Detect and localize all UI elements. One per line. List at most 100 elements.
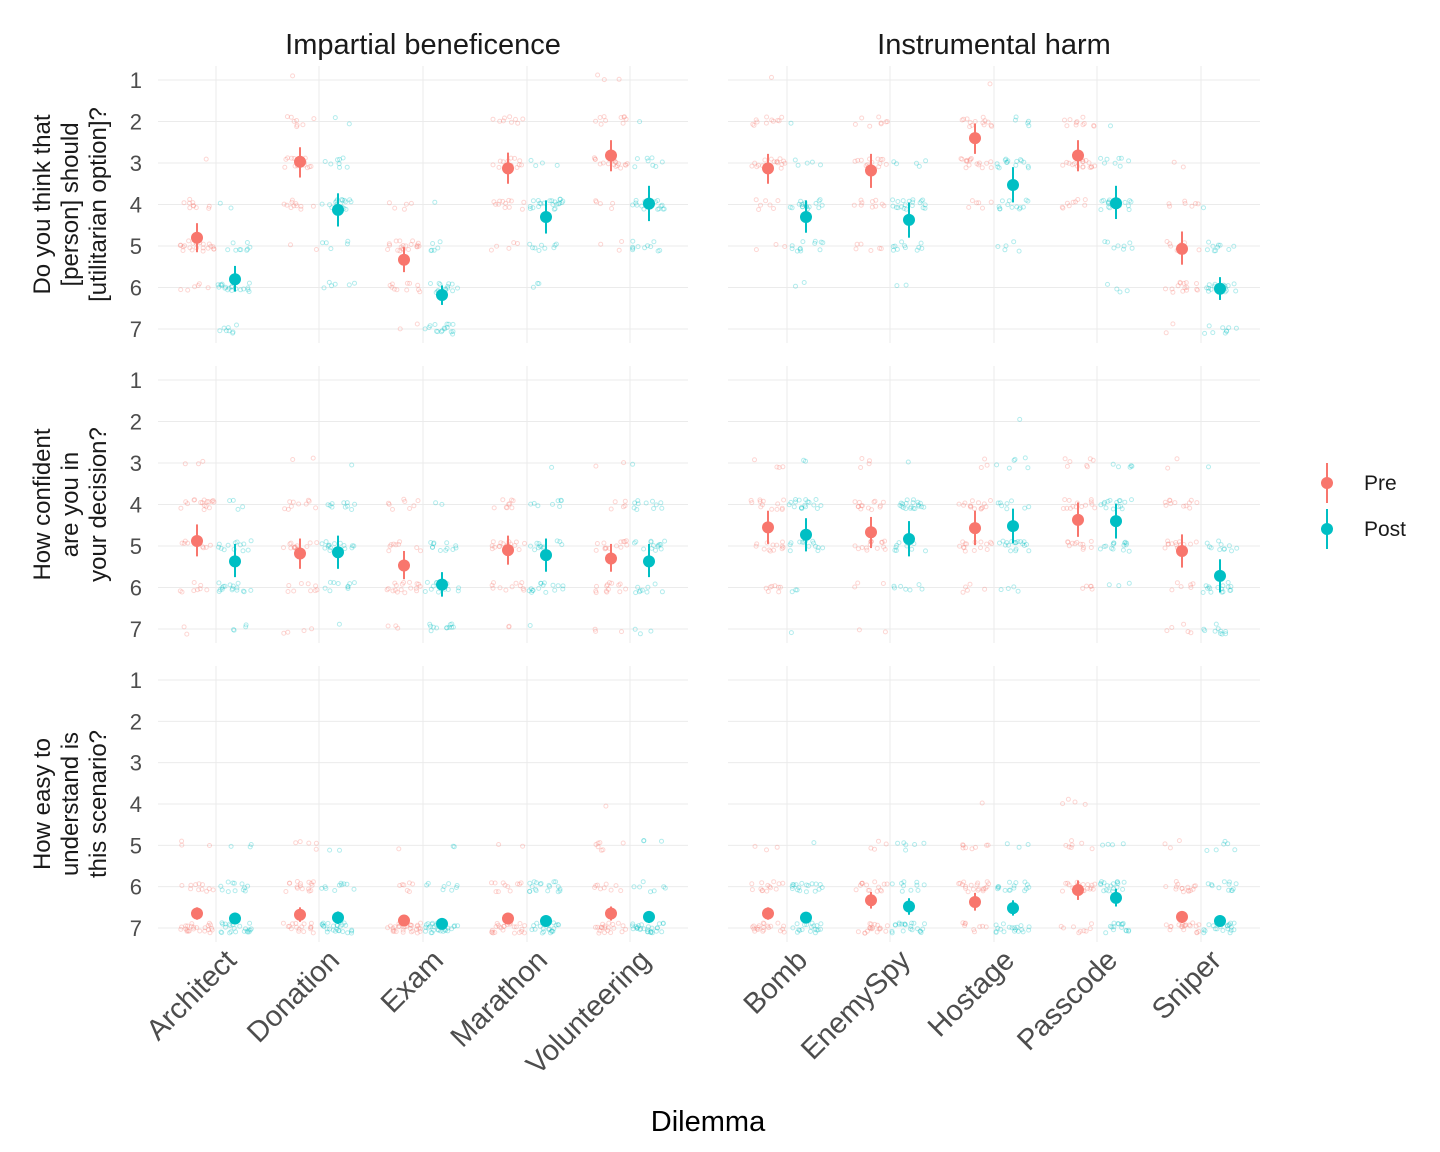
- raw-response-point: [1102, 499, 1108, 505]
- raw-response-point: [410, 238, 416, 244]
- raw-response-point: [520, 116, 526, 122]
- raw-response-point: [431, 927, 436, 933]
- raw-response-point: [1011, 584, 1017, 590]
- raw-response-point: [1128, 463, 1134, 469]
- raw-response-point: [1022, 879, 1028, 885]
- raw-response-point: [1224, 923, 1230, 929]
- raw-response-point: [207, 843, 212, 848]
- raw-response-point: [506, 623, 512, 629]
- raw-response-point: [852, 584, 858, 590]
- raw-response-point: [749, 163, 755, 169]
- raw-response-point: [1060, 205, 1066, 211]
- raw-response-point: [191, 497, 197, 503]
- raw-response-point: [538, 881, 544, 886]
- raw-response-point: [908, 505, 913, 511]
- raw-response-point: [558, 497, 564, 503]
- raw-response-point: [1196, 922, 1202, 928]
- raw-response-point: [219, 281, 225, 287]
- raw-response-point: [538, 544, 544, 550]
- raw-response-point: [619, 239, 625, 244]
- raw-response-point: [915, 502, 921, 508]
- mean-point: [1214, 282, 1226, 295]
- row-label-line: are you in: [57, 452, 84, 557]
- raw-response-point: [1112, 160, 1118, 166]
- raw-response-point: [608, 930, 614, 936]
- raw-response-point: [617, 589, 623, 595]
- raw-response-point: [1190, 886, 1196, 892]
- raw-response-point: [1194, 286, 1200, 292]
- raw-response-point: [187, 196, 193, 202]
- raw-response-point: [799, 202, 805, 208]
- raw-response-point: [864, 882, 870, 888]
- raw-response-point: [407, 506, 413, 511]
- raw-response-point: [1012, 117, 1018, 123]
- raw-response-point: [972, 506, 977, 512]
- raw-response-point: [326, 542, 332, 548]
- summary-marks: [191, 123, 1226, 930]
- raw-response-point: [414, 588, 420, 594]
- raw-response-point: [1193, 201, 1198, 206]
- raw-response-point: [294, 924, 299, 930]
- raw-response-point: [1162, 545, 1168, 551]
- raw-response-point: [238, 247, 244, 253]
- raw-response-point: [641, 926, 647, 932]
- raw-response-point: [393, 542, 399, 548]
- raw-response-point: [515, 120, 521, 126]
- mean-point: [762, 162, 774, 175]
- raw-response-point: [1189, 203, 1195, 209]
- raw-response-point: [621, 539, 626, 544]
- raw-response-point: [1177, 279, 1183, 285]
- y-tick-label: 1: [130, 68, 142, 93]
- raw-response-point: [962, 923, 968, 929]
- raw-response-point: [793, 882, 799, 888]
- raw-response-point: [1086, 160, 1092, 166]
- raw-response-point: [1088, 497, 1094, 503]
- raw-response-point: [775, 160, 781, 166]
- raw-response-point: [1104, 156, 1110, 162]
- raw-response-point: [909, 920, 915, 926]
- raw-response-point: [230, 330, 236, 336]
- raw-response-point: [177, 588, 183, 594]
- raw-response-point: [994, 462, 1000, 468]
- raw-response-point: [305, 497, 311, 503]
- raw-response-point: [1089, 846, 1095, 852]
- raw-response-point: [288, 503, 294, 509]
- raw-response-point: [984, 160, 990, 166]
- raw-response-point: [1026, 123, 1032, 129]
- raw-response-point: [230, 880, 236, 886]
- raw-response-point: [1099, 198, 1105, 204]
- raw-response-point: [225, 247, 231, 253]
- raw-response-point: [308, 588, 314, 594]
- raw-response-point: [889, 881, 895, 887]
- raw-response-point: [749, 887, 755, 893]
- raw-response-point: [996, 885, 1002, 891]
- raw-response-point: [1004, 540, 1010, 546]
- raw-response-point: [351, 580, 357, 586]
- raw-response-point: [1011, 239, 1017, 245]
- raw-response-point: [1226, 921, 1232, 927]
- raw-response-point: [397, 883, 403, 888]
- raw-response-point: [537, 923, 543, 929]
- raw-response-point: [185, 923, 191, 929]
- raw-response-point: [793, 587, 799, 593]
- raw-response-point: [295, 885, 300, 891]
- raw-response-point: [873, 203, 879, 209]
- raw-response-point: [330, 927, 336, 933]
- raw-response-point: [527, 623, 533, 628]
- raw-response-point: [787, 204, 793, 210]
- raw-response-point: [393, 929, 399, 935]
- raw-response-point: [988, 498, 993, 503]
- raw-response-point: [515, 881, 520, 887]
- raw-response-point: [919, 586, 925, 592]
- raw-response-point: [1123, 927, 1129, 933]
- raw-response-point: [245, 547, 251, 553]
- raw-response-point: [1009, 204, 1015, 210]
- raw-response-point: [220, 921, 226, 927]
- raw-response-point: [190, 203, 196, 209]
- raw-response-point: [981, 122, 987, 128]
- raw-response-point: [877, 925, 883, 931]
- raw-response-point: [428, 281, 433, 286]
- raw-response-point: [436, 589, 441, 595]
- raw-response-point: [775, 117, 781, 123]
- raw-response-point: [598, 925, 604, 931]
